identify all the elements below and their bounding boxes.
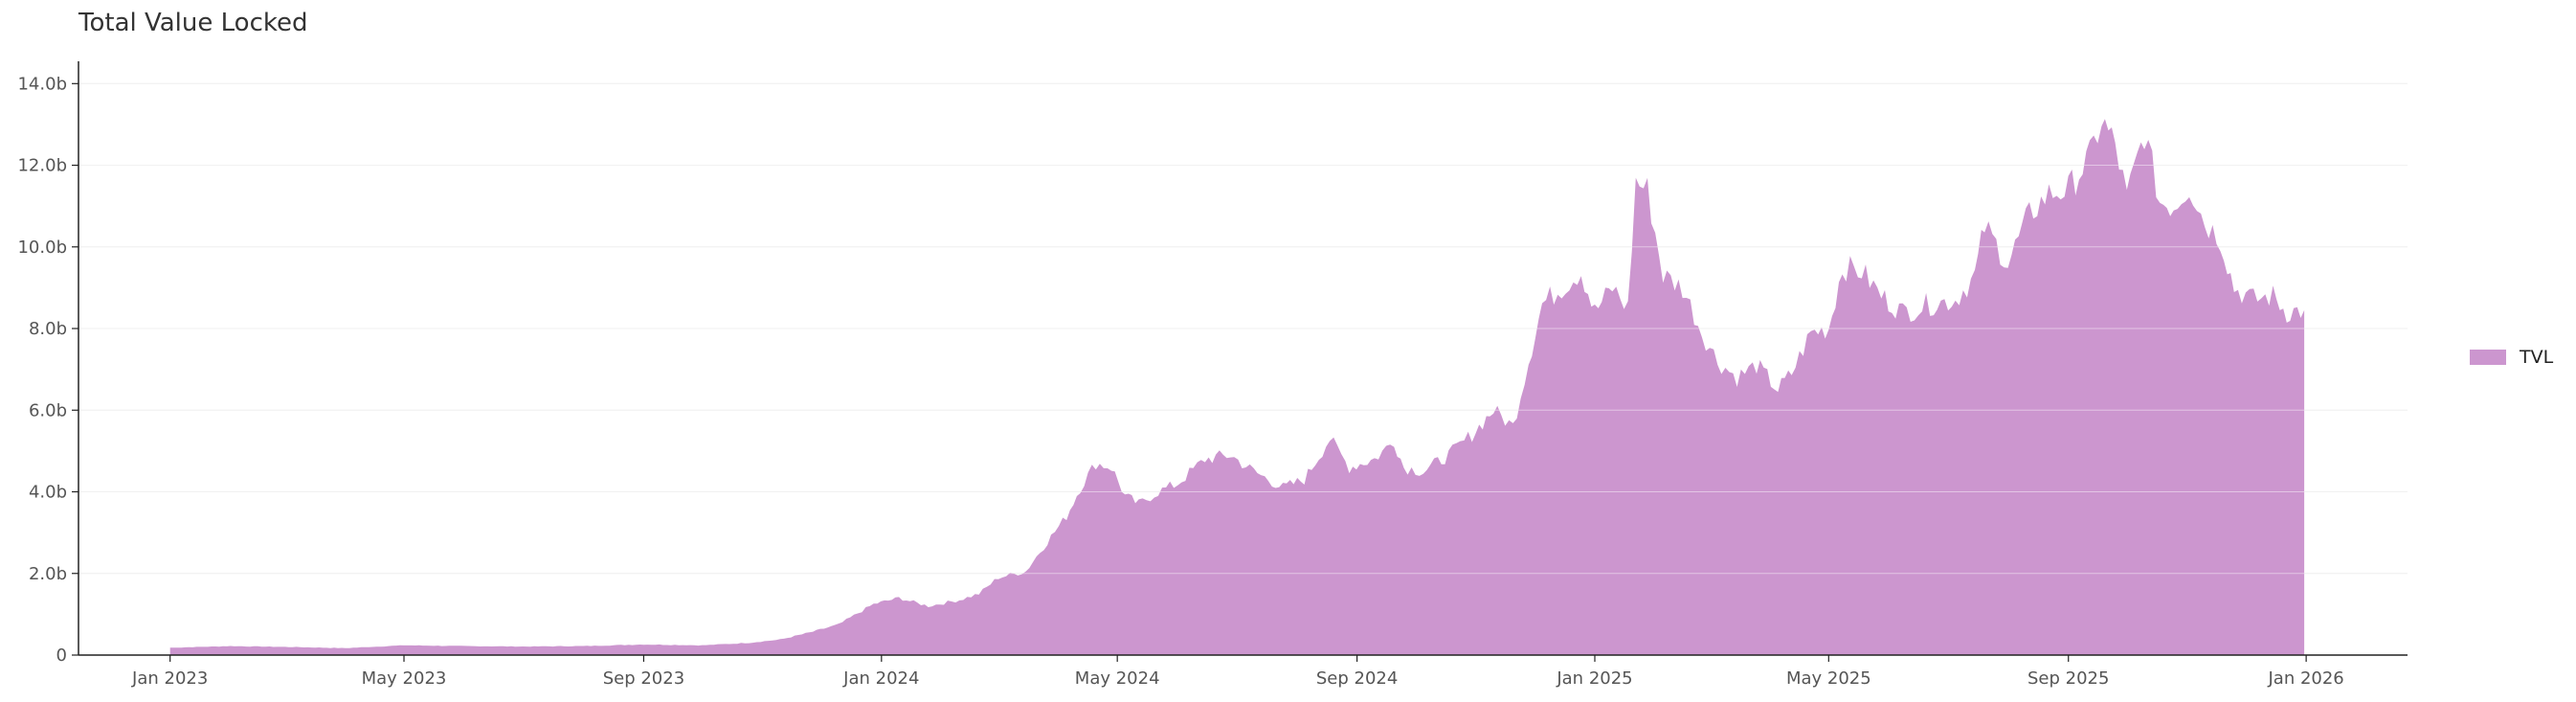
legend-swatch — [2470, 350, 2506, 365]
x-tick-label: May 2025 — [1786, 668, 1871, 689]
y-tick-label: 14.0b — [17, 74, 67, 94]
x-tick-label: Jan 2023 — [131, 668, 208, 689]
y-tick-label: 2.0b — [29, 564, 67, 584]
y-tick-label: 8.0b — [29, 319, 67, 339]
y-tick-label: 12.0b — [17, 156, 67, 176]
y-tick-label: 10.0b — [17, 238, 67, 258]
axes — [78, 61, 2408, 656]
chart-title: Total Value Locked — [78, 9, 308, 37]
x-tick-label: Jan 2024 — [842, 668, 919, 689]
legend-label: TVL — [2520, 347, 2554, 368]
x-tick-label: Sep 2024 — [1316, 668, 1398, 689]
x-tick-label: May 2023 — [362, 668, 447, 689]
y-tick-label: 0 — [56, 645, 67, 666]
series-layer — [78, 82, 2408, 655]
y-axis-ticks: 0 2.0b 4.0b 6.0b 8.0b 10.0b 12.0b 14.0b — [17, 74, 78, 666]
legend: TVL — [2470, 347, 2553, 368]
x-axis-ticks: Jan 2023 May 2023 Sep 2023 Jan 2024 May 2024… — [131, 655, 2344, 689]
x-tick-label: Sep 2025 — [2027, 668, 2109, 689]
x-tick-label: Sep 2023 — [603, 668, 684, 689]
x-tick-label: Jan 2025 — [1556, 668, 1632, 689]
series-tvl-area — [169, 119, 2305, 655]
y-tick-label: 6.0b — [29, 400, 67, 420]
x-tick-label: May 2024 — [1075, 668, 1160, 689]
y-tick-label: 4.0b — [29, 483, 67, 503]
x-tick-label: Jan 2026 — [2267, 668, 2343, 689]
